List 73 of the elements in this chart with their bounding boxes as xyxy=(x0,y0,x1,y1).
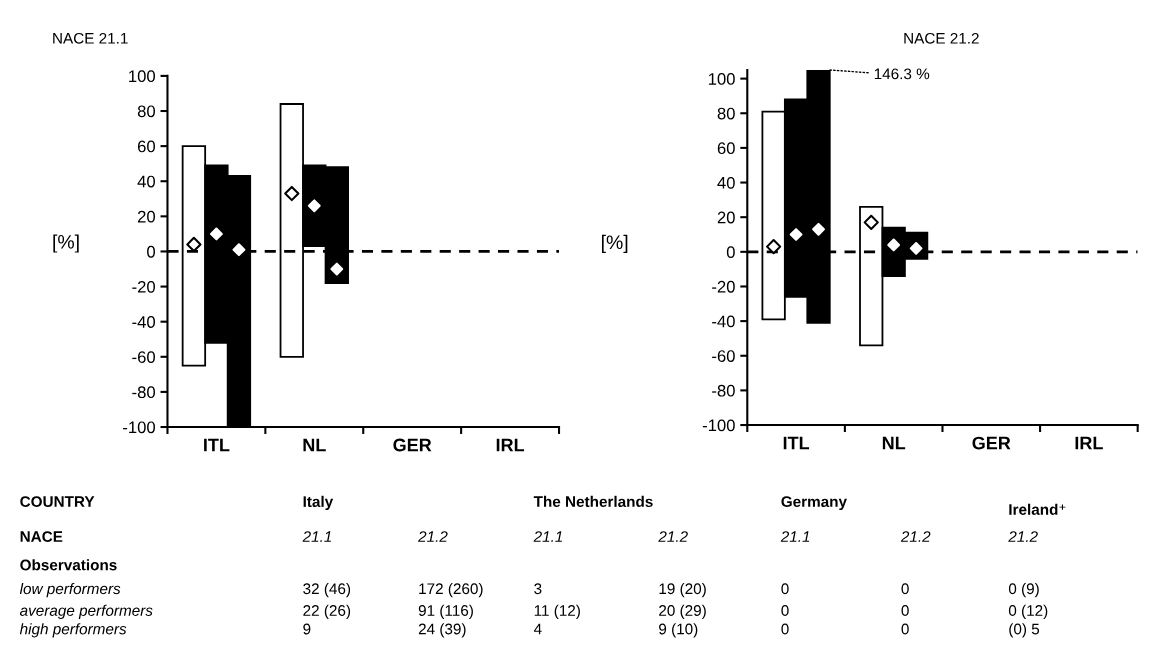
y-axis-title: [%] xyxy=(53,234,79,253)
text: 0 xyxy=(901,583,909,595)
y-tick-label: -100 xyxy=(702,419,735,432)
text: 4 xyxy=(533,623,542,635)
y-tick-label: -60 xyxy=(712,350,735,362)
text: 21.2 xyxy=(418,531,448,542)
x-tick-label: NL xyxy=(882,436,906,450)
y-tick-label: -80 xyxy=(132,386,156,399)
y-tick-label: -60 xyxy=(132,351,156,363)
text: 22 (26) xyxy=(303,604,351,619)
text: (0) 5 xyxy=(1009,623,1040,638)
x-tick-label: ITL xyxy=(783,436,810,450)
x-tick-label: IRL xyxy=(1075,436,1103,450)
y-tick-label: 20 xyxy=(717,211,735,224)
text: Germany xyxy=(781,496,847,511)
text: 0 xyxy=(781,605,789,616)
text: 0 (12) xyxy=(1008,604,1048,619)
y-tick-label: -40 xyxy=(132,316,156,328)
y-tick-label: 0 xyxy=(726,246,735,259)
y-tick-label: 80 xyxy=(137,105,156,118)
x-tick-label: GER xyxy=(972,436,1011,450)
x-tick-label: IRL xyxy=(496,438,525,452)
text: 91 (116) xyxy=(418,604,473,619)
text: Ireland⁺ xyxy=(1009,503,1066,515)
y-tick-label: 60 xyxy=(137,140,156,153)
y-tick-label: 40 xyxy=(717,176,735,189)
text: average performers xyxy=(19,604,153,619)
text: 19 (20) xyxy=(659,582,706,598)
text: 21.2 xyxy=(900,531,931,542)
text: 0 xyxy=(901,623,909,635)
y-tick-label: -40 xyxy=(712,315,735,328)
x-tick-label: NL xyxy=(303,438,326,452)
text: 32 (46) xyxy=(303,582,351,598)
y-tick-label: -100 xyxy=(123,421,156,434)
y-tick-label: 80 xyxy=(717,107,735,120)
text: low performers xyxy=(19,582,121,598)
text: COUNTRY xyxy=(20,496,95,508)
x-tick-label: ITL xyxy=(204,438,230,452)
text: Italy xyxy=(303,495,334,511)
text: 3 xyxy=(534,583,542,595)
y-tick-label: 100 xyxy=(129,70,156,83)
y-tick-label: -20 xyxy=(132,280,156,293)
text: The Netherlands xyxy=(533,495,653,508)
text: Observations xyxy=(20,559,117,571)
text: 172 (260) xyxy=(419,582,483,598)
text: 0 xyxy=(781,623,789,635)
y-tick-label: -20 xyxy=(712,280,735,293)
y-tick-label: -80 xyxy=(712,384,735,397)
annotation: 146.3 % xyxy=(874,68,930,80)
text: 9 (10) xyxy=(659,623,698,638)
text: 20 (29) xyxy=(659,604,706,619)
text: 9 xyxy=(303,623,311,635)
text: NACE xyxy=(20,531,63,542)
chart-title: NACE 21.1 xyxy=(53,32,128,44)
text: 0 (9) xyxy=(1008,582,1039,598)
text: 21.1 xyxy=(533,531,563,542)
y-tick-label: 100 xyxy=(708,73,735,85)
text: 24 (39) xyxy=(418,623,466,638)
y-tick-label: 60 xyxy=(717,142,735,155)
text: 0 xyxy=(901,605,909,616)
y-tick-label: 0 xyxy=(147,245,156,258)
chart-title: NACE 21.2 xyxy=(904,32,979,44)
y-axis-title: [%] xyxy=(601,234,628,253)
text: 0 xyxy=(781,583,789,595)
text: 21.1 xyxy=(780,531,810,542)
text: high performers xyxy=(19,623,127,638)
text: 11 (12) xyxy=(534,604,580,619)
text: 21.2 xyxy=(1008,531,1038,542)
y-tick-label: 20 xyxy=(137,210,156,223)
x-tick-label: GER xyxy=(393,438,432,452)
text: 21.1 xyxy=(302,531,332,542)
y-tick-label: 40 xyxy=(137,175,156,188)
text: 21.2 xyxy=(658,531,688,542)
